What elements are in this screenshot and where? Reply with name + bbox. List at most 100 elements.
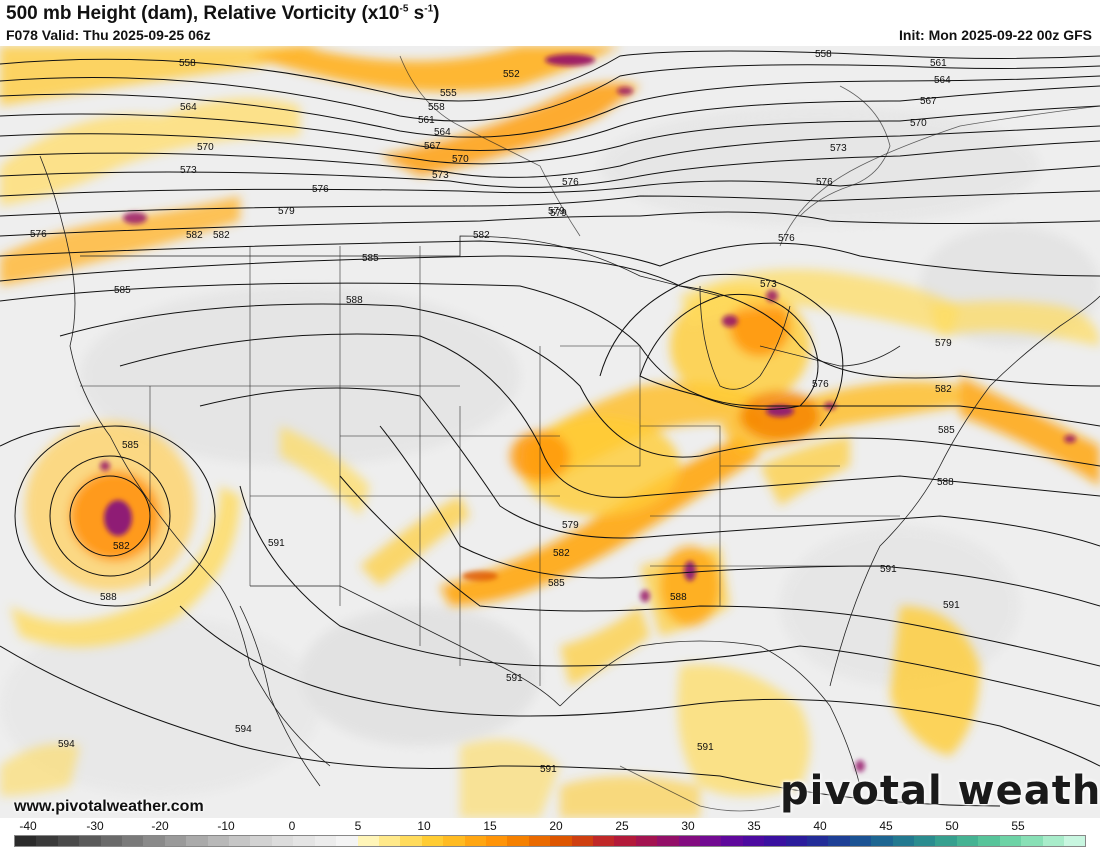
height-label: 561 (930, 58, 947, 69)
colorbar-swatch (828, 836, 850, 846)
height-contour-labels: 558 552 555 558 561 564 567 570 573 576 … (30, 49, 960, 775)
init-time: Init: Mon 2025-09-22 00z GFS (899, 27, 1092, 43)
hudson-bay (799, 85, 891, 217)
height-label: 567 (920, 96, 937, 107)
height-label: 579 (550, 208, 567, 219)
colorbar-swatch (978, 836, 1000, 846)
height-label: 576 (812, 379, 829, 390)
height-label: 573 (432, 170, 449, 181)
great-lakes (699, 285, 791, 390)
colorbar-swatch (700, 836, 722, 846)
colorbar-swatch (571, 836, 593, 846)
state-lines-west (149, 246, 461, 666)
height-label: 591 (540, 764, 557, 775)
colorbar-swatch (614, 836, 636, 846)
colorbar-swatch (742, 836, 765, 846)
height-label: 585 (362, 253, 379, 264)
colorbar-swatch (785, 836, 808, 846)
colorbar-tick-label: -30 (86, 819, 104, 833)
vorticity-positive-shading (0, 46, 1100, 818)
colorbar-swatch (400, 836, 422, 846)
height-label: 579 (935, 338, 952, 349)
colorbar-swatch (79, 836, 101, 846)
height-label: 558 (815, 49, 832, 60)
colorbar-swatch (314, 836, 337, 846)
colorbar-swatch (143, 836, 165, 846)
colorbar-swatch (464, 836, 486, 846)
height-label: 588 (100, 592, 117, 603)
height-label: 564 (180, 102, 197, 113)
colorbar-swatch (485, 836, 508, 846)
colorbar-swatch (871, 836, 893, 846)
height-label: 552 (503, 69, 520, 80)
colorbar-swatch (100, 836, 123, 846)
colorbar-tick-label: 10 (417, 819, 431, 833)
height-label: 591 (268, 538, 285, 549)
height-label: 555 (440, 88, 457, 99)
colorbar-tick-label: -10 (217, 819, 235, 833)
height-label: 591 (697, 742, 714, 753)
height-label: 576 (562, 177, 579, 188)
colorbar-swatch (229, 836, 251, 846)
colorbar-swatch (1063, 836, 1086, 846)
colorbar-tick-label: 50 (945, 819, 959, 833)
colorbar-swatch (721, 836, 743, 846)
height-label: 576 (30, 229, 47, 240)
colorbar-swatch (357, 836, 379, 846)
weather-map[interactable]: 558 552 555 558 561 564 567 570 573 576 … (0, 46, 1100, 818)
colorbar-swatch (999, 836, 1022, 846)
height-label: 567 (424, 141, 441, 152)
colorbar-swatch (122, 836, 144, 846)
colorbar-swatch (443, 836, 465, 846)
height-contours (0, 50, 1100, 807)
height-label: 594 (235, 724, 252, 735)
colorbar-swatch (36, 836, 58, 846)
colorbar-swatch (164, 836, 187, 846)
colorbar-swatch (635, 836, 658, 846)
colorbar-swatch (528, 836, 551, 846)
colorbar-swatch (1021, 836, 1043, 846)
height-label: 570 (910, 118, 927, 129)
colorbar-swatch (592, 836, 615, 846)
state-lines-east (560, 345, 900, 606)
colorbar-tick-label: -40 (19, 819, 37, 833)
website-label[interactable]: www.pivotalweather.com (14, 798, 204, 815)
colorbar-swatch (935, 836, 957, 846)
height-label: 585 (548, 578, 565, 589)
map-header: 500 mb Height (dam), Relative Vorticity … (0, 0, 1100, 46)
height-label: 579 (562, 520, 579, 531)
colorbar-tick-label: 40 (813, 819, 827, 833)
colorbar-swatch (914, 836, 936, 846)
colorbar-swatch (807, 836, 829, 846)
colorbar-swatch (550, 836, 572, 846)
height-label: 582 (935, 384, 952, 395)
height-label: 561 (418, 115, 435, 126)
colorbar-tick-label: 20 (549, 819, 563, 833)
colorbar-swatch (186, 836, 208, 846)
height-label: 588 (937, 477, 954, 488)
height-label: 582 (473, 230, 490, 241)
colorbar-swatch (378, 836, 401, 846)
canada-coast (779, 105, 1100, 247)
height-label: 576 (816, 177, 833, 188)
pivotal-weather-logo: pivotal weather (780, 768, 1100, 814)
height-label: 573 (760, 279, 777, 290)
political-borders (39, 55, 1100, 812)
colorbar-swatch (507, 836, 529, 846)
us-canada-border (80, 235, 721, 297)
colorbar-tick-label: 45 (879, 819, 893, 833)
height-label: 573 (180, 165, 197, 176)
height-label: 564 (934, 75, 951, 86)
height-label: 588 (670, 592, 687, 603)
colorbar-tick-label: 15 (483, 819, 497, 833)
colorbar-tick-label: 55 (1011, 819, 1025, 833)
height-label: 582 (553, 548, 570, 559)
height-label: 591 (943, 600, 960, 611)
colorbar-swatch (271, 836, 294, 846)
map-title: 500 mb Height (dam), Relative Vorticity … (6, 3, 440, 24)
height-label: 573 (830, 143, 847, 154)
height-label: 582 (213, 230, 230, 241)
east-coast (829, 295, 1100, 687)
height-label: 579 (548, 206, 565, 217)
height-label: 582 (186, 230, 203, 241)
